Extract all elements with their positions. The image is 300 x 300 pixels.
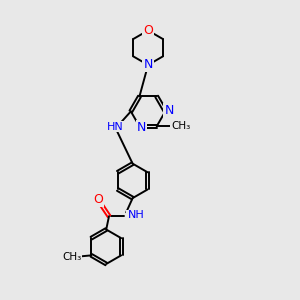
Text: HN: HN xyxy=(106,122,123,131)
Text: CH₃: CH₃ xyxy=(171,121,190,131)
Text: O: O xyxy=(143,24,153,37)
Text: N: N xyxy=(164,104,174,117)
Text: CH₃: CH₃ xyxy=(62,252,81,262)
Text: O: O xyxy=(93,193,103,206)
Text: N: N xyxy=(137,121,146,134)
Text: N: N xyxy=(143,58,153,71)
Text: NH: NH xyxy=(128,210,144,220)
